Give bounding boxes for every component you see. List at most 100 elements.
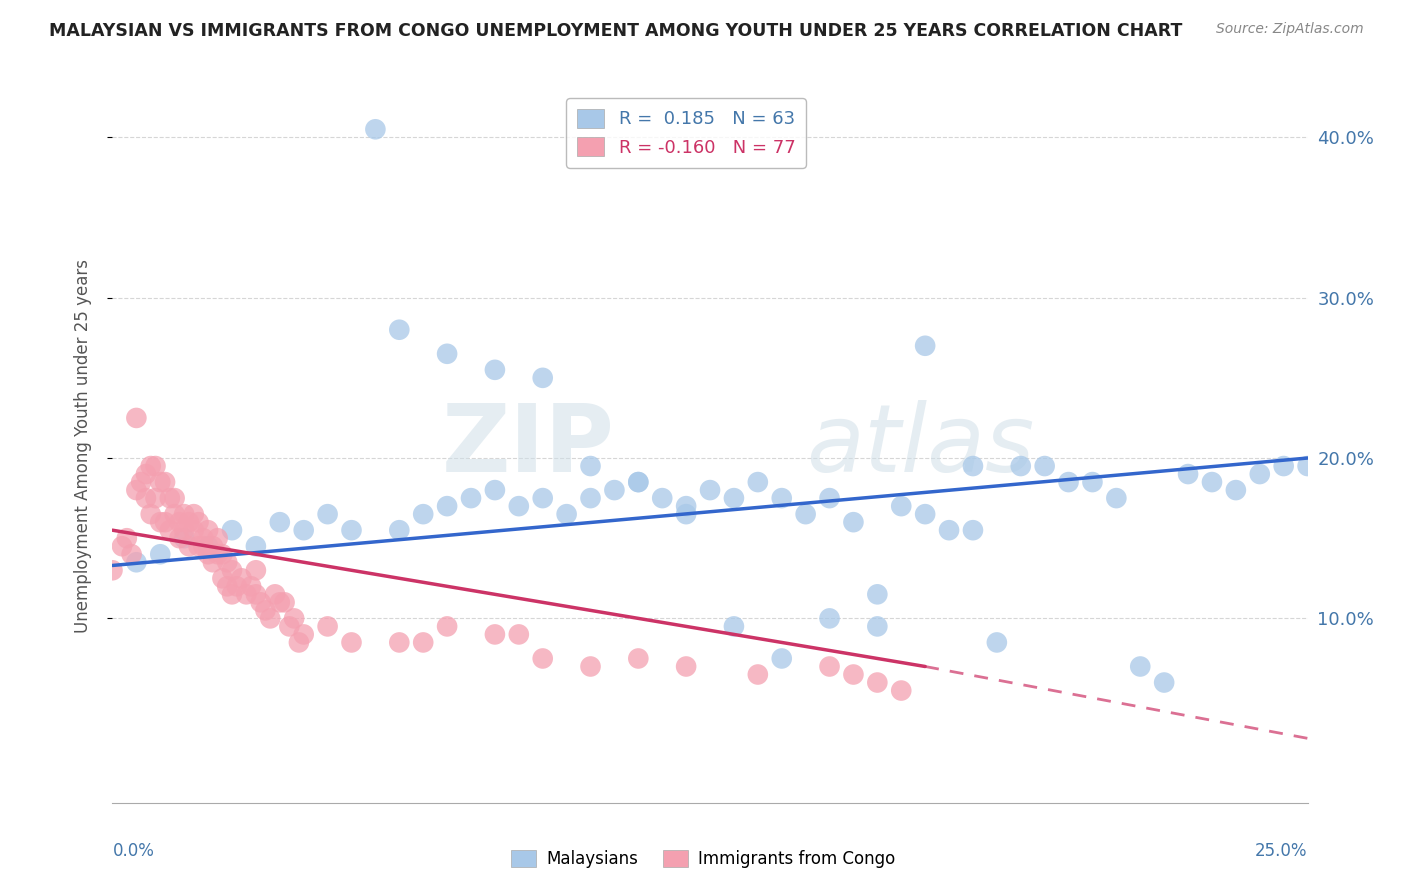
Point — [890, 683, 912, 698]
Point — [149, 547, 172, 561]
Point — [101, 563, 124, 577]
Point — [159, 523, 181, 537]
Point — [197, 547, 219, 561]
Point — [938, 523, 960, 537]
Point — [508, 627, 530, 641]
Point — [211, 571, 233, 585]
Point — [183, 523, 205, 537]
Point — [818, 491, 841, 505]
Point — [269, 595, 291, 609]
Point — [866, 587, 889, 601]
Y-axis label: Unemployment Among Youth under 25 years: Unemployment Among Youth under 25 years — [73, 259, 91, 633]
Point — [292, 627, 315, 641]
Legend: Malaysians, Immigrants from Congo: Malaysians, Immigrants from Congo — [505, 843, 901, 875]
Point — [145, 458, 167, 473]
Point — [235, 587, 257, 601]
Point — [273, 595, 295, 609]
Point — [1057, 475, 1080, 489]
Point — [675, 659, 697, 673]
Point — [187, 515, 209, 529]
Point — [627, 475, 650, 489]
Point — [436, 619, 458, 633]
Point — [508, 499, 530, 513]
Point — [364, 122, 387, 136]
Point — [129, 475, 152, 489]
Point — [207, 547, 229, 561]
Point — [249, 595, 271, 609]
Point — [436, 499, 458, 513]
Point — [866, 675, 889, 690]
Point — [197, 539, 219, 553]
Point — [193, 539, 215, 553]
Point — [292, 523, 315, 537]
Point — [842, 515, 865, 529]
Point — [818, 611, 841, 625]
Point — [986, 635, 1008, 649]
Point — [201, 539, 224, 553]
Point — [125, 411, 148, 425]
Point — [187, 539, 209, 553]
Point — [842, 667, 865, 681]
Point — [914, 339, 936, 353]
Point — [221, 563, 243, 577]
Point — [149, 475, 172, 489]
Point — [173, 531, 195, 545]
Point — [316, 507, 339, 521]
Point — [278, 619, 301, 633]
Point — [259, 611, 281, 625]
Point — [217, 555, 239, 569]
Point — [1010, 458, 1032, 473]
Point — [177, 515, 200, 529]
Point — [269, 515, 291, 529]
Point — [169, 515, 191, 529]
Point — [388, 323, 411, 337]
Point — [135, 467, 157, 481]
Point — [1033, 458, 1056, 473]
Point — [627, 651, 650, 665]
Point — [747, 475, 769, 489]
Point — [177, 539, 200, 553]
Text: MALAYSIAN VS IMMIGRANTS FROM CONGO UNEMPLOYMENT AMONG YOUTH UNDER 25 YEARS CORRE: MALAYSIAN VS IMMIGRANTS FROM CONGO UNEMP… — [49, 22, 1182, 40]
Point — [139, 507, 162, 521]
Point — [794, 507, 817, 521]
Point — [436, 347, 458, 361]
Point — [890, 499, 912, 513]
Point — [340, 523, 363, 537]
Point — [1201, 475, 1223, 489]
Point — [866, 619, 889, 633]
Point — [169, 531, 191, 545]
Text: Source: ZipAtlas.com: Source: ZipAtlas.com — [1216, 22, 1364, 37]
Point — [723, 619, 745, 633]
Point — [149, 515, 172, 529]
Point — [225, 579, 247, 593]
Point — [747, 667, 769, 681]
Point — [173, 523, 195, 537]
Point — [264, 587, 287, 601]
Point — [531, 491, 554, 505]
Point — [1249, 467, 1271, 481]
Point — [139, 458, 162, 473]
Point — [388, 523, 411, 537]
Point — [288, 635, 311, 649]
Point — [484, 627, 506, 641]
Point — [240, 579, 263, 593]
Point — [173, 507, 195, 521]
Text: ZIP: ZIP — [441, 400, 614, 492]
Point — [245, 563, 267, 577]
Point — [1081, 475, 1104, 489]
Point — [221, 587, 243, 601]
Point — [125, 555, 148, 569]
Point — [388, 635, 411, 649]
Text: atlas: atlas — [806, 401, 1033, 491]
Point — [245, 587, 267, 601]
Point — [531, 651, 554, 665]
Point — [221, 523, 243, 537]
Point — [201, 555, 224, 569]
Point — [1177, 467, 1199, 481]
Point — [531, 371, 554, 385]
Point — [135, 491, 157, 505]
Point — [484, 483, 506, 497]
Point — [254, 603, 277, 617]
Point — [316, 619, 339, 633]
Point — [675, 507, 697, 521]
